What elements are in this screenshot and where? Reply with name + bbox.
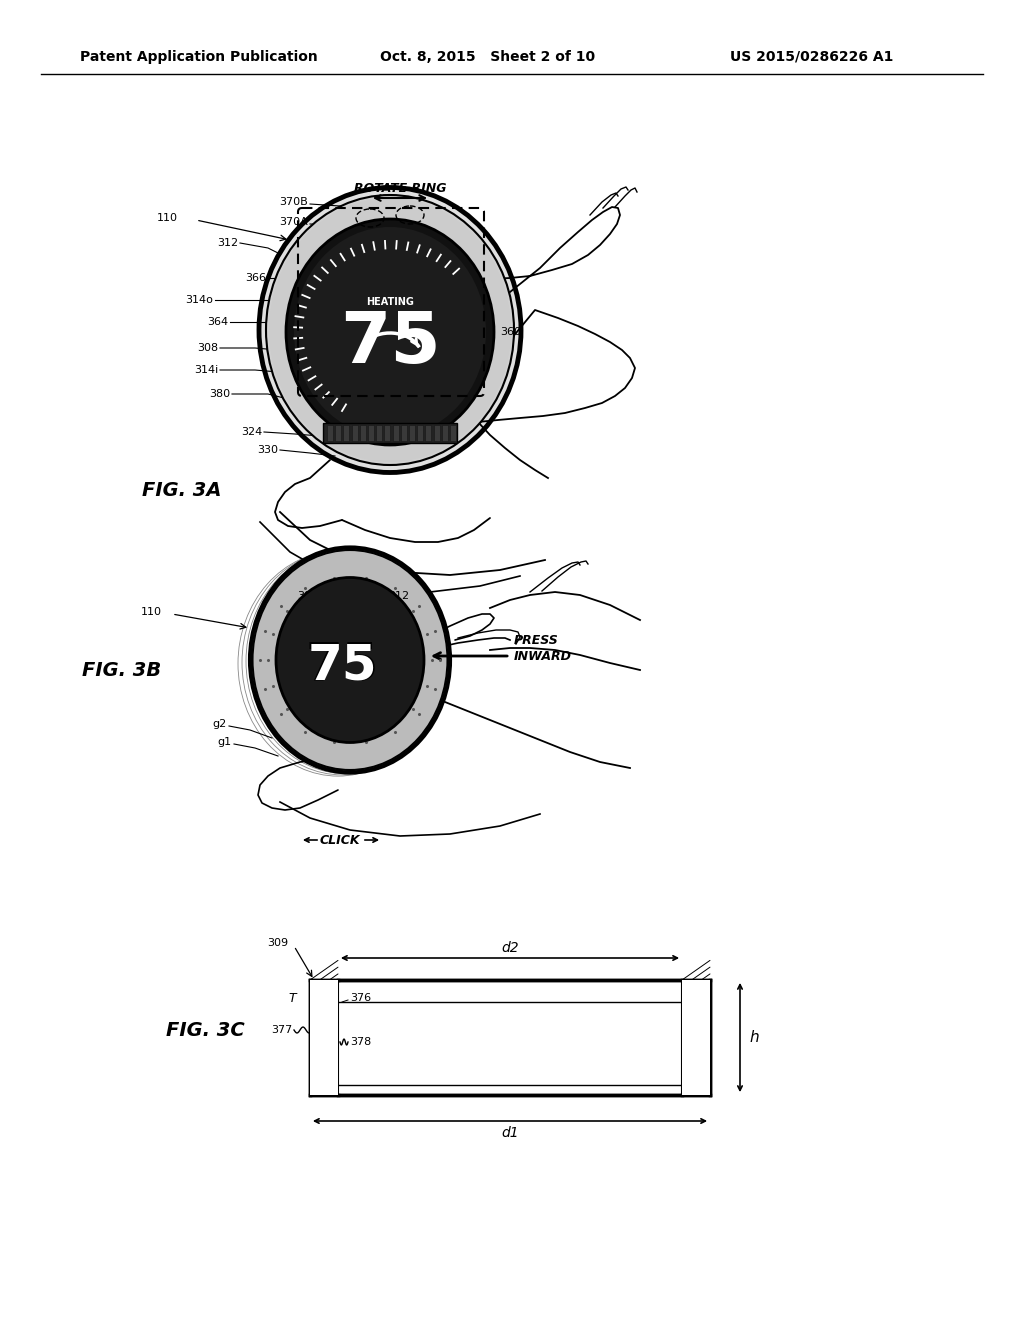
Text: 110: 110 xyxy=(141,607,162,616)
Text: 370A: 370A xyxy=(280,216,308,227)
Text: 75: 75 xyxy=(307,642,377,689)
Text: h: h xyxy=(750,1030,759,1045)
Bar xyxy=(409,425,415,441)
Bar xyxy=(400,425,407,441)
Text: 378: 378 xyxy=(350,1038,372,1047)
Bar xyxy=(417,425,423,441)
Text: 110: 110 xyxy=(157,213,178,223)
Bar xyxy=(323,422,457,444)
Text: 312: 312 xyxy=(388,591,410,601)
Text: FIG. 3A: FIG. 3A xyxy=(142,480,222,499)
Ellipse shape xyxy=(269,198,511,462)
Text: PRESS
INWARD: PRESS INWARD xyxy=(514,634,572,663)
Text: g1: g1 xyxy=(218,737,232,747)
Text: 308: 308 xyxy=(330,591,350,601)
Text: Oct. 8, 2015   Sheet 2 of 10: Oct. 8, 2015 Sheet 2 of 10 xyxy=(380,50,595,63)
Text: HEATING: HEATING xyxy=(366,297,414,308)
Ellipse shape xyxy=(250,548,450,772)
Text: 376: 376 xyxy=(350,993,371,1003)
Bar xyxy=(682,979,710,1096)
Bar xyxy=(310,979,338,1096)
Text: 377: 377 xyxy=(270,1026,292,1035)
Text: 309: 309 xyxy=(267,939,288,948)
Bar xyxy=(376,425,382,441)
Bar xyxy=(425,425,431,441)
Text: 309: 309 xyxy=(297,591,318,601)
Text: 314i: 314i xyxy=(194,366,218,375)
Ellipse shape xyxy=(253,550,447,770)
Text: FIG. 3B: FIG. 3B xyxy=(82,660,162,680)
Text: 364: 364 xyxy=(207,317,228,327)
Bar xyxy=(450,425,456,441)
Text: FIG. 3C: FIG. 3C xyxy=(166,1020,245,1040)
Text: 316: 316 xyxy=(366,360,386,370)
Bar xyxy=(384,425,390,441)
Text: T: T xyxy=(288,991,296,1005)
Bar xyxy=(351,425,357,441)
Text: 314: 314 xyxy=(406,231,426,242)
Text: d2: d2 xyxy=(501,941,519,954)
Text: 308: 308 xyxy=(197,343,218,352)
Text: 370B: 370B xyxy=(280,197,308,207)
Text: 75: 75 xyxy=(340,309,440,379)
Text: d1: d1 xyxy=(501,1126,519,1140)
Bar xyxy=(368,425,374,441)
Text: 312: 312 xyxy=(217,238,238,248)
Text: 324: 324 xyxy=(241,426,262,437)
Bar xyxy=(359,425,366,441)
Ellipse shape xyxy=(276,578,424,742)
Text: US 2015/0286226 A1: US 2015/0286226 A1 xyxy=(730,50,893,63)
Text: Patent Application Publication: Patent Application Publication xyxy=(80,50,317,63)
Bar xyxy=(392,425,398,441)
Ellipse shape xyxy=(259,187,521,473)
Text: CLICK: CLICK xyxy=(319,833,360,846)
Bar xyxy=(441,425,447,441)
Bar xyxy=(327,425,333,441)
Text: ROTATE RING: ROTATE RING xyxy=(353,181,446,194)
Text: 380: 380 xyxy=(209,389,230,399)
Text: 75: 75 xyxy=(305,640,379,692)
Bar xyxy=(433,425,439,441)
Bar xyxy=(343,425,349,441)
Ellipse shape xyxy=(266,195,514,465)
Text: 314o: 314o xyxy=(185,294,213,305)
Ellipse shape xyxy=(294,227,486,437)
Text: 330: 330 xyxy=(257,445,278,455)
Text: 360: 360 xyxy=(500,327,521,337)
Text: 366: 366 xyxy=(245,273,266,282)
Ellipse shape xyxy=(286,219,494,445)
Bar xyxy=(335,425,341,441)
Text: g2: g2 xyxy=(213,719,227,729)
Bar xyxy=(310,979,710,1096)
Text: 320: 320 xyxy=(305,360,327,370)
